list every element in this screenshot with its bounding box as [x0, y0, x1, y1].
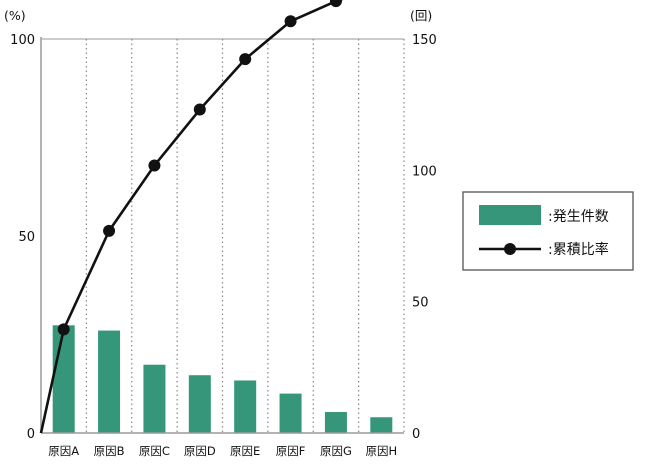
line-point: [193, 103, 206, 116]
category-label: 原因B: [94, 444, 125, 458]
left-axis-unit: (%): [4, 8, 26, 23]
line-point: [148, 159, 161, 172]
line-point: [284, 15, 297, 28]
left-tick-label: 100: [10, 33, 35, 48]
bar: [370, 417, 393, 433]
category-label: 原因G: [320, 444, 352, 458]
right-tick-label: 50: [412, 296, 429, 311]
right-axis-unit: (回): [410, 8, 432, 23]
legend-box: [462, 191, 634, 271]
bar: [188, 375, 211, 433]
category-label: 原因A: [48, 444, 79, 458]
bar: [98, 330, 121, 433]
category-label: 原因H: [365, 444, 397, 458]
legend-line-marker: [504, 243, 516, 255]
bar: [143, 364, 166, 433]
cumulative-line-series: [39, 0, 344, 434]
axes: [40, 37, 404, 434]
legend: :発生件数 :累積比率: [462, 191, 634, 271]
right-tick-label: 150: [412, 33, 437, 48]
category-label: 原因D: [184, 444, 216, 458]
left-tick-label: 50: [18, 230, 35, 245]
line-point: [103, 224, 116, 237]
bar: [52, 325, 75, 433]
category-label: 原因E: [230, 444, 260, 458]
legend-line-label: :累積比率: [548, 241, 609, 258]
category-label: 原因F: [276, 444, 306, 458]
left-tick-label: 0: [27, 427, 35, 442]
bar: [234, 380, 257, 433]
bar: [324, 411, 347, 433]
legend-bar-swatch: [479, 205, 541, 225]
line-point: [57, 323, 70, 336]
right-tick-label: 100: [412, 164, 437, 179]
line-point: [239, 53, 252, 66]
axis-labels: 0 50 100 0 50 100 150 (%) (回) 原因A 原因B 原因C 原因D 原因E 原因F 原…: [4, 8, 437, 458]
category-label: 原因C: [139, 444, 170, 458]
bar: [279, 393, 302, 433]
cumulative-line: [39, 0, 344, 434]
legend-bar-label: :発生件数: [548, 209, 609, 225]
right-tick-label: 0: [412, 427, 420, 442]
bar-series: [52, 325, 393, 433]
grid: [41, 38, 405, 433]
line-point: [329, 0, 342, 8]
